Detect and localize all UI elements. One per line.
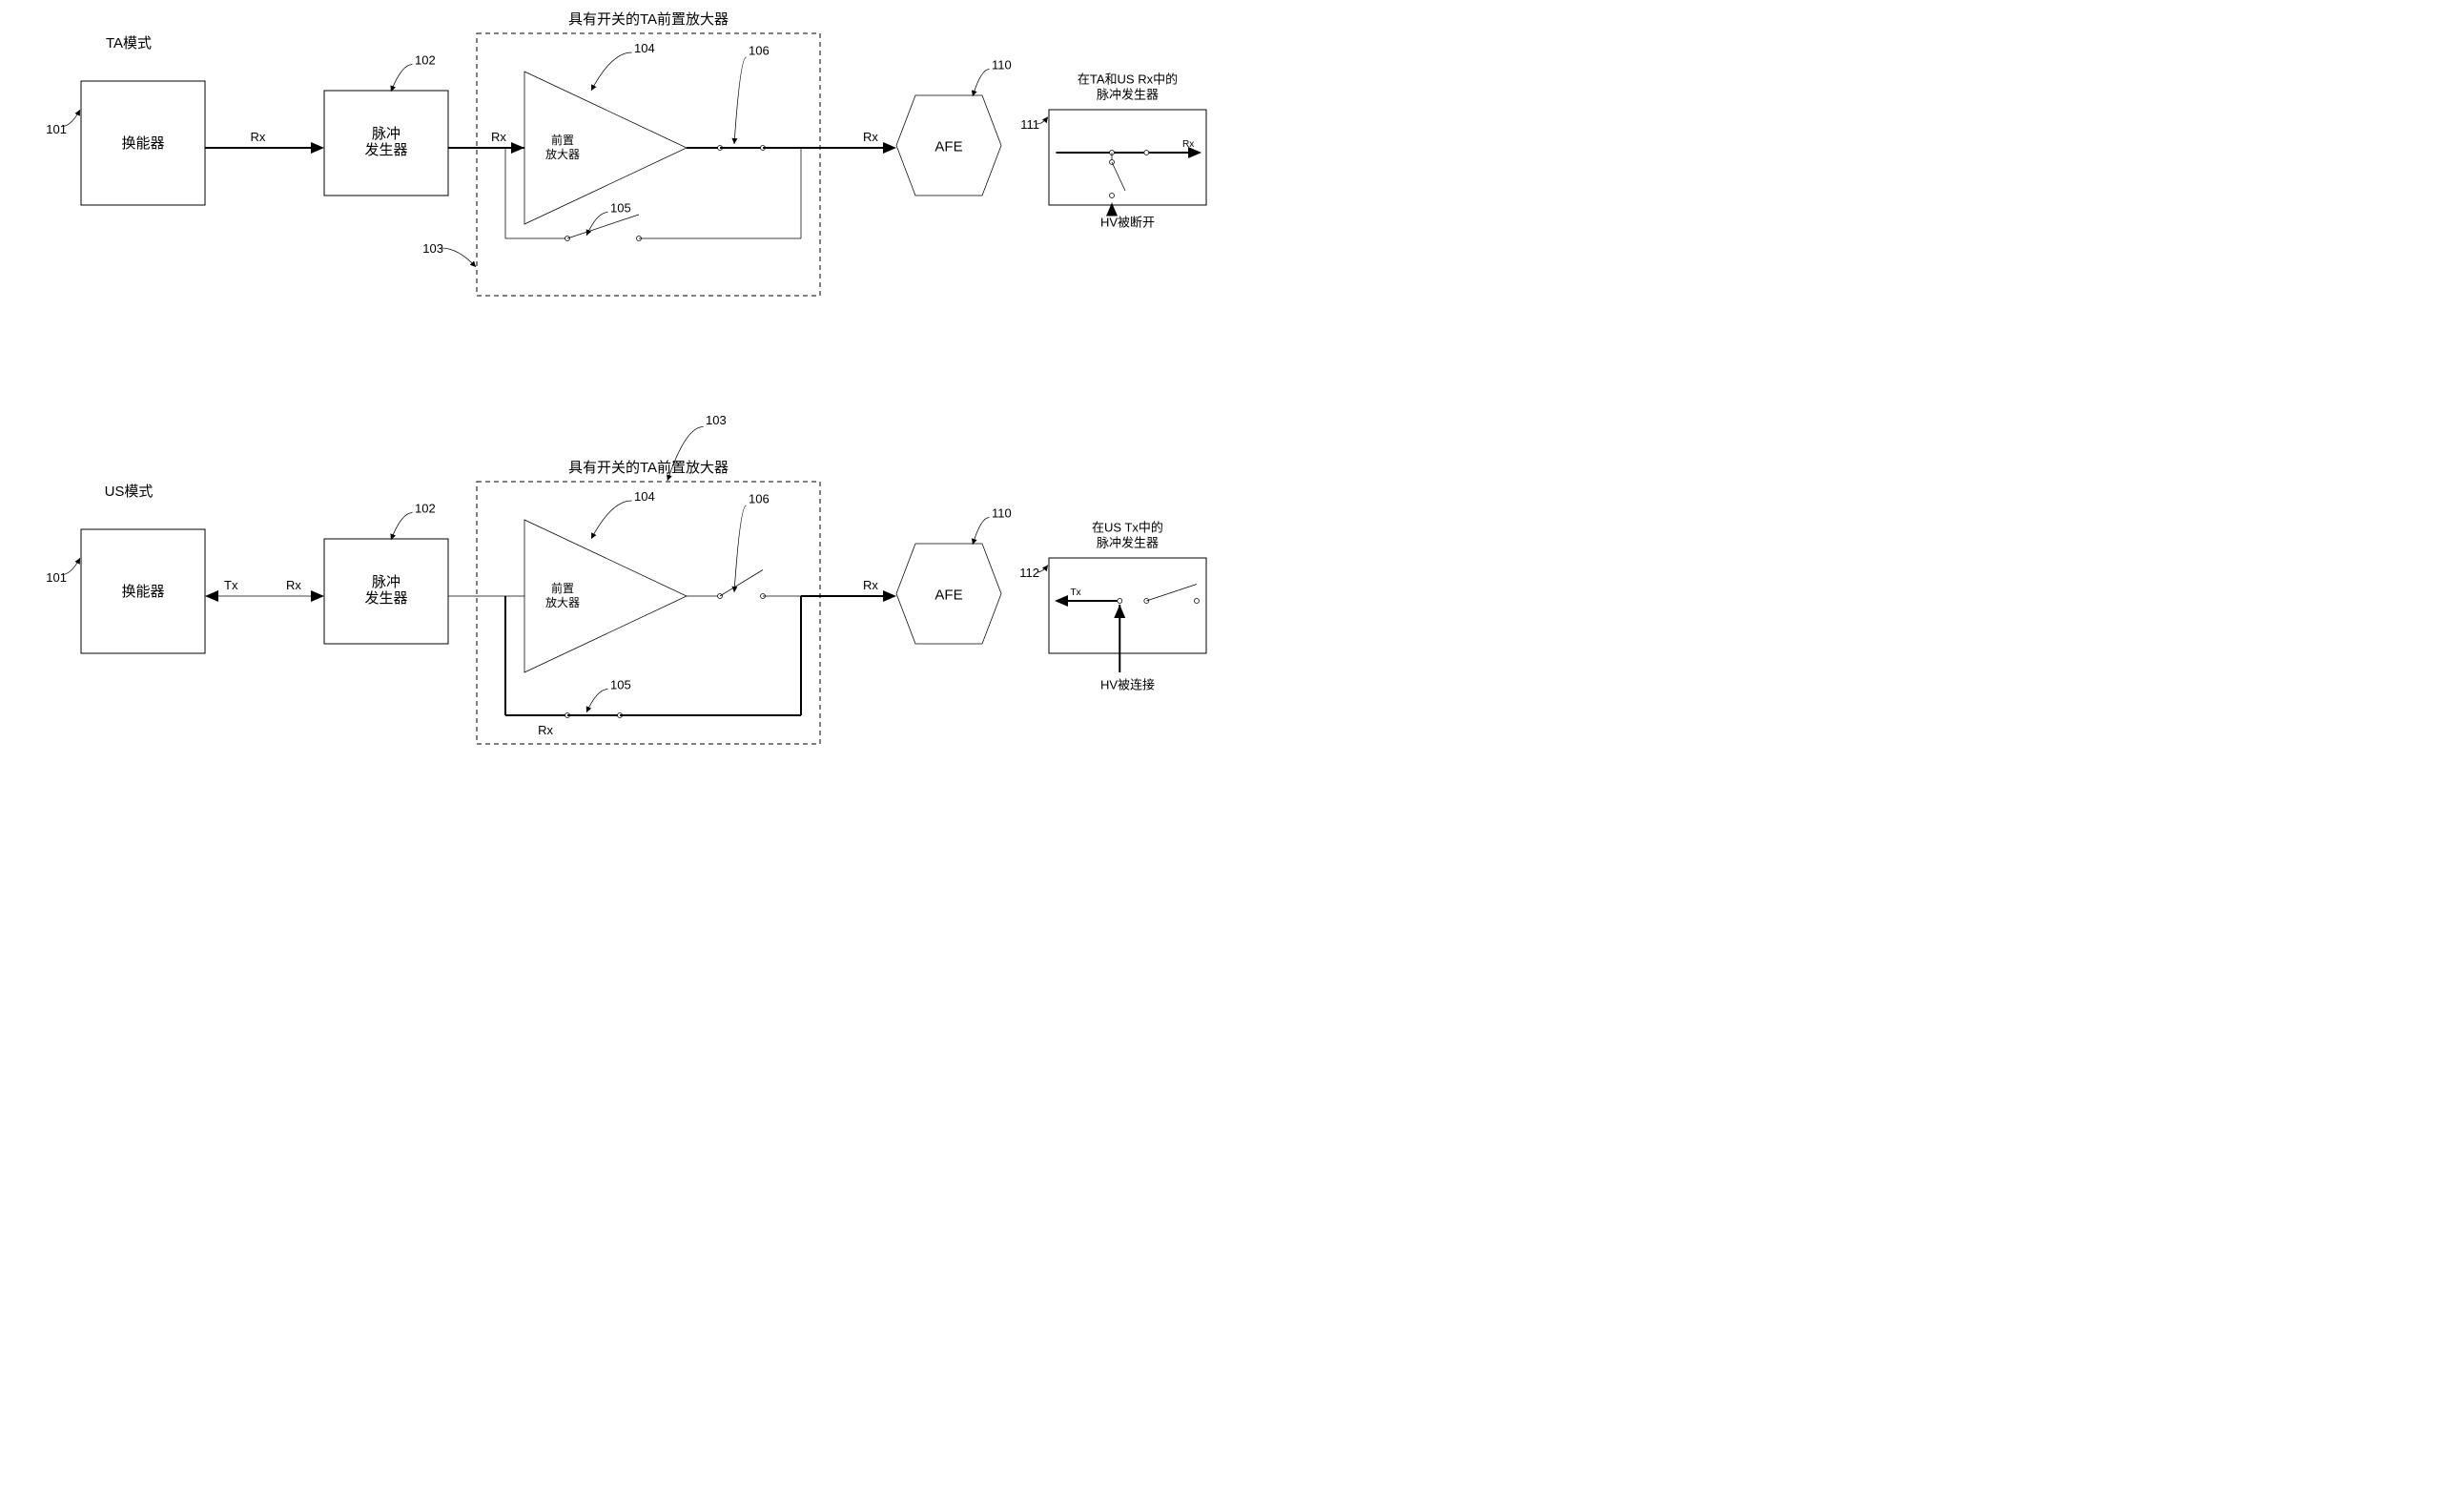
preamp-title: 具有开关的TA前置放大器 bbox=[568, 11, 729, 28]
preamp-dashed-box bbox=[477, 482, 820, 744]
leader bbox=[734, 505, 747, 592]
ref-110: 110 bbox=[992, 506, 1012, 521]
preamp-label: 前置放大器 bbox=[545, 133, 580, 161]
panel-rx: Rx bbox=[1182, 139, 1194, 150]
ref-104: 104 bbox=[634, 41, 655, 55]
preamp-dashed-box bbox=[477, 33, 820, 296]
arrow-head bbox=[883, 590, 896, 602]
tx-label: Tx bbox=[224, 578, 238, 592]
preamp-label: 前置放大器 bbox=[545, 581, 580, 609]
ref-103: 103 bbox=[422, 241, 443, 256]
ref-101: 101 bbox=[46, 122, 67, 136]
rx-label: Rx bbox=[251, 130, 266, 144]
rx-label: Rx bbox=[863, 578, 878, 592]
arrow-head bbox=[511, 142, 524, 154]
arrow-head bbox=[311, 142, 324, 154]
ref-110: 110 bbox=[992, 58, 1012, 72]
terminal-node bbox=[1195, 599, 1200, 604]
hv-conn-label: HV被连接 bbox=[1100, 678, 1155, 692]
panel-tx: Tx bbox=[1071, 588, 1081, 598]
arrow-head bbox=[883, 142, 896, 154]
leader bbox=[591, 501, 632, 539]
hv-open-label: HV被断开 bbox=[1100, 216, 1155, 230]
ref-104: 104 bbox=[634, 489, 655, 504]
leader bbox=[734, 57, 747, 144]
transducer-label: 换能器 bbox=[121, 584, 164, 600]
rx-label: Rx bbox=[863, 130, 878, 144]
us-mode-title: US模式 bbox=[105, 484, 154, 500]
rx-label: Rx bbox=[286, 578, 301, 592]
panel-112 bbox=[1049, 558, 1206, 653]
leader-arrow bbox=[731, 138, 737, 144]
sw105-open bbox=[567, 215, 639, 238]
panel111-title: 在TA和US Rx中的脉冲发生器 bbox=[1078, 72, 1178, 102]
arrow-head bbox=[205, 590, 218, 602]
leader-arrow bbox=[75, 558, 80, 565]
ta-mode-title: TA模式 bbox=[106, 35, 152, 52]
panel-111 bbox=[1049, 110, 1206, 205]
rx-label: Rx bbox=[491, 130, 506, 144]
ref-105: 105 bbox=[610, 678, 631, 692]
transducer-label: 换能器 bbox=[121, 135, 164, 152]
panel112-title: 在US Tx中的脉冲发生器 bbox=[1092, 521, 1163, 550]
ref-112: 112 bbox=[1019, 566, 1039, 580]
ref-106: 106 bbox=[749, 44, 770, 58]
afe-label: AFE bbox=[934, 139, 962, 155]
leader-arrow bbox=[731, 587, 737, 592]
terminal-node bbox=[1110, 194, 1115, 198]
ref-111: 111 bbox=[1020, 117, 1039, 132]
terminal-node bbox=[1144, 151, 1149, 155]
ref-103b: 103 bbox=[706, 413, 727, 427]
ref-106: 106 bbox=[749, 492, 770, 506]
leader bbox=[591, 52, 632, 91]
arrow-head bbox=[311, 590, 324, 602]
ref-105: 105 bbox=[610, 201, 631, 216]
ref-102: 102 bbox=[415, 53, 436, 68]
afe-label: AFE bbox=[934, 588, 962, 604]
rx-bypass-label: Rx bbox=[538, 723, 553, 737]
sw106-open bbox=[720, 570, 763, 597]
terminal-node bbox=[1118, 599, 1122, 604]
preamp-title: 具有开关的TA前置放大器 bbox=[568, 460, 729, 476]
leader-arrow bbox=[75, 110, 80, 116]
ref-101: 101 bbox=[46, 570, 67, 585]
ref-102: 102 bbox=[415, 502, 436, 516]
